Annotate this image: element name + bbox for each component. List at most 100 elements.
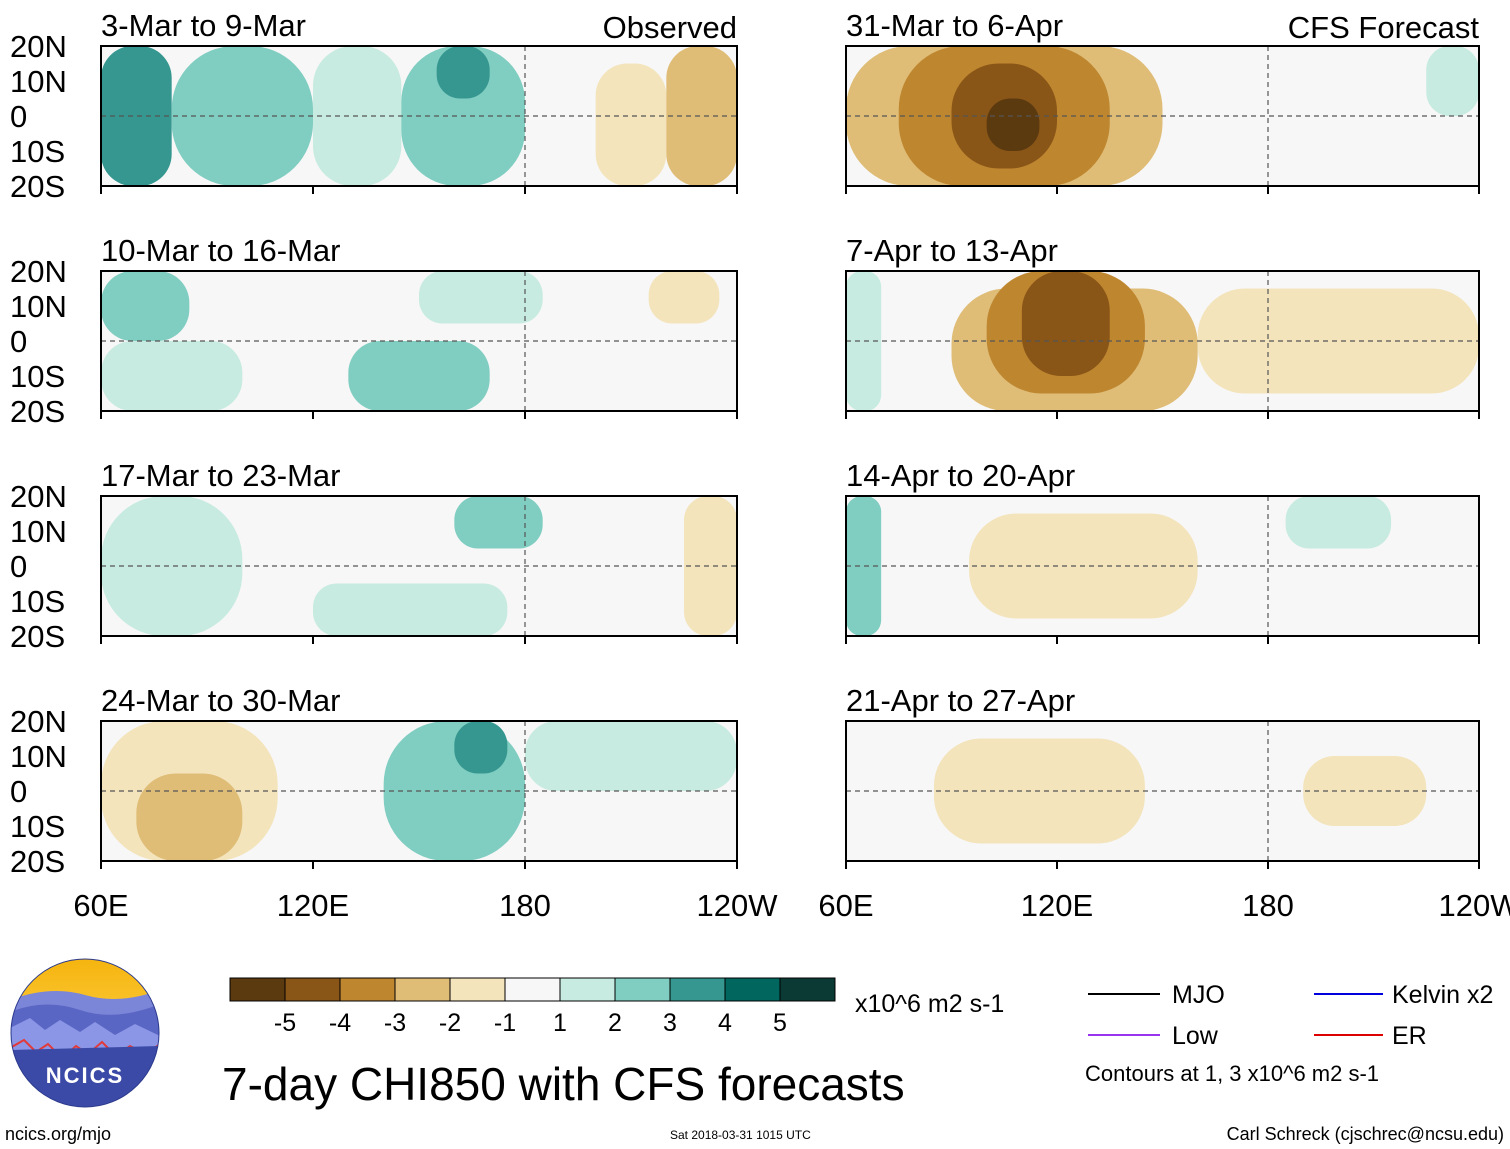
anomaly-region <box>1426 46 1479 116</box>
panel-period-label: 21-Apr to 27-Apr <box>846 683 1075 718</box>
colorbar-label: -5 <box>274 1009 296 1037</box>
panel-period-label: 10-Mar to 16-Mar <box>101 233 340 268</box>
anomaly-region <box>1197 288 1479 394</box>
panel-frame <box>100 495 738 637</box>
panel-period-label: 7-Apr to 13-Apr <box>846 233 1058 268</box>
legend: MJO Kelvin x2 Low ER Contours at 1, 3 x1… <box>1085 981 1493 1086</box>
colorbar-label: 2 <box>608 1009 622 1037</box>
anomaly-region <box>171 46 313 186</box>
timestamp: Sat 2018-03-31 1015 UTC <box>670 1128 811 1142</box>
legend-low-label: Low <box>1172 1022 1219 1050</box>
legend-er-label: ER <box>1392 1022 1427 1050</box>
legend-mjo-label: MJO <box>1172 981 1225 1009</box>
logo-text: NCICS <box>46 1063 124 1088</box>
y-tick-label: 10S <box>10 134 65 169</box>
anomaly-region <box>101 271 190 341</box>
panel-frame <box>100 720 738 862</box>
y-tick-label: 0 <box>10 324 27 359</box>
anomaly-region <box>313 583 508 636</box>
panel-frame <box>100 270 738 412</box>
colorbar-swatch <box>724 977 781 1002</box>
anomaly-region <box>436 46 490 99</box>
figure-title: 7-day CHI850 with CFS forecasts <box>222 1058 905 1110</box>
colorbar-swatch <box>669 977 726 1002</box>
anomaly-region <box>419 271 543 324</box>
credit: Carl Schreck (cjschrec@ncsu.edu) <box>1227 1124 1504 1144</box>
anomaly-region <box>846 271 882 411</box>
colorbar-label: -4 <box>329 1009 351 1037</box>
y-tick-label: 20N <box>10 29 67 64</box>
colorbar-label: 1 <box>553 1009 567 1037</box>
x-tick-label: 120W <box>697 888 779 923</box>
anomaly-region <box>1021 271 1110 376</box>
y-tick-label: 10S <box>10 359 65 394</box>
column-header: CFS Forecast <box>1288 10 1480 45</box>
colorbar-swatch <box>394 977 451 1002</box>
anomaly-region <box>595 63 667 186</box>
colorbar-swatch <box>449 977 506 1002</box>
panel-period-label: 14-Apr to 20-Apr <box>846 458 1075 493</box>
x-tick-label: 180 <box>1242 888 1294 923</box>
x-tick-label: 60E <box>818 888 873 923</box>
colorbar-swatch <box>614 977 671 1002</box>
x-tick-label: 120E <box>1021 888 1093 923</box>
colorbar: -5 -4 -3 -2 -1 1 2 3 4 5 x10^6 m2 s-1 <box>229 977 1004 1037</box>
panel-period-label: 17-Mar to 23-Mar <box>101 458 340 493</box>
y-tick-label: 10S <box>10 809 65 844</box>
panel-frame <box>100 45 738 187</box>
x-tick-label: 60E <box>73 888 128 923</box>
map-panel: 17-Mar to 23-Mar <box>100 458 738 644</box>
anomaly-region <box>101 341 243 411</box>
anomaly-region <box>684 496 737 636</box>
map-panel: 24-Mar to 30-Mar <box>100 683 738 869</box>
colorbar-swatch <box>284 977 341 1002</box>
y-tick-label: 20N <box>10 479 67 514</box>
panel-frame <box>845 270 1480 412</box>
y-tick-label: 10N <box>10 514 67 549</box>
y-tick-label: 20S <box>10 844 65 879</box>
map-panel: 14-Apr to 20-Apr <box>845 458 1480 644</box>
colorbar-swatch <box>229 977 286 1002</box>
x-tick-label: 180 <box>499 888 551 923</box>
anomaly-region <box>846 496 882 636</box>
y-tick-label: 20N <box>10 254 67 289</box>
anomaly-region <box>101 496 243 636</box>
y-tick-label: 20N <box>10 704 67 739</box>
contour-note: Contours at 1, 3 x10^6 m2 s-1 <box>1085 1061 1379 1086</box>
y-tick-label: 0 <box>10 774 27 809</box>
anomaly-region <box>986 98 1040 151</box>
anomaly-region <box>1285 496 1392 549</box>
map-panel: 7-Apr to 13-Apr <box>845 233 1480 419</box>
map-panel: 21-Apr to 27-Apr <box>845 683 1480 869</box>
colorbar-label: -3 <box>384 1009 406 1037</box>
anomaly-region <box>1303 756 1427 826</box>
panel-frame <box>845 720 1480 862</box>
map-panel: 10-Mar to 16-Mar <box>100 233 738 419</box>
colorbar-units: x10^6 m2 s-1 <box>855 990 1004 1018</box>
anomaly-region <box>348 341 490 411</box>
colorbar-swatch <box>559 977 616 1002</box>
y-tick-label: 10S <box>10 584 65 619</box>
anomaly-region <box>666 46 737 186</box>
x-tick-label: 120W <box>1439 888 1510 923</box>
anomaly-region <box>454 496 543 549</box>
colorbar-swatch <box>504 977 561 1002</box>
map-panel: 31-Mar to 6-Apr CFS Forecast <box>845 8 1480 194</box>
x-tick-label: 120E <box>277 888 349 923</box>
anomaly-region <box>648 271 720 324</box>
anomaly-region <box>525 721 737 791</box>
map-panel: 3-Mar to 9-Mar Observed <box>100 8 738 194</box>
panel-period-label: 3-Mar to 9-Mar <box>101 8 306 43</box>
anomaly-region <box>101 46 172 186</box>
anomaly-region <box>136 773 243 861</box>
panel-period-label: 24-Mar to 30-Mar <box>101 683 340 718</box>
y-tick-label: 20S <box>10 169 65 204</box>
colorbar-swatch <box>339 977 396 1002</box>
ncics-logo: NCICS <box>10 958 160 1108</box>
colorbar-label: 5 <box>773 1009 787 1037</box>
panel-period-label: 31-Mar to 6-Apr <box>846 8 1063 43</box>
y-tick-label: 10N <box>10 289 67 324</box>
y-tick-label: 0 <box>10 99 27 134</box>
y-tick-label: 0 <box>10 549 27 584</box>
